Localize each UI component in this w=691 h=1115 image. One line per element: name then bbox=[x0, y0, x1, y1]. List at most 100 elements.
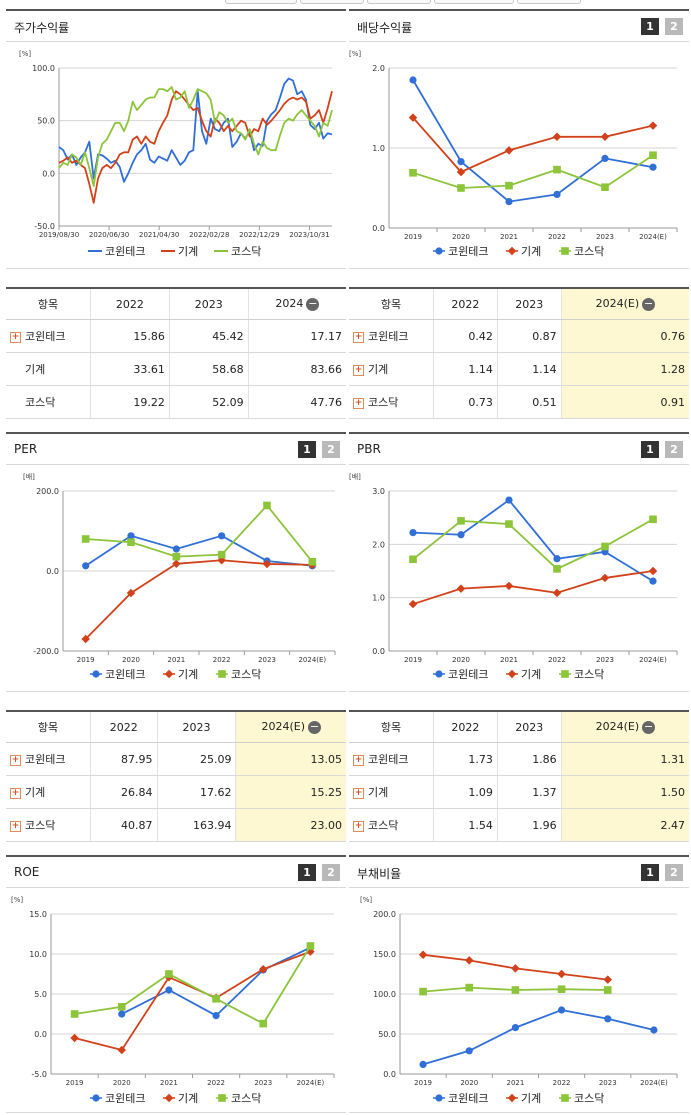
cell: 13.05 bbox=[235, 742, 346, 776]
y-tick-label: 100.0 bbox=[373, 990, 396, 999]
pbr-panel: PBR 1 2 [배] 3.0 2.0 1.0 0.0 2019 2020 2021 2022 2… bbox=[349, 432, 689, 692]
page-2-button[interactable]: 2 bbox=[322, 864, 340, 881]
x-tick-label: 2023 bbox=[596, 233, 614, 241]
collapse-icon[interactable]: − bbox=[307, 719, 321, 734]
page-2-button[interactable]: 2 bbox=[322, 441, 340, 458]
data-point bbox=[263, 501, 271, 510]
y-tick-label: 1.0 bbox=[372, 594, 385, 603]
cell: 1.09 bbox=[433, 775, 498, 809]
x-tick-label: 2020 bbox=[460, 1079, 478, 1087]
series-line bbox=[74, 950, 311, 1052]
expand-icon[interactable]: + bbox=[353, 787, 364, 799]
table-row: + 코윈테크 0.42 0.87 0.76 bbox=[349, 319, 689, 353]
table-row: + 기계 1.09 1.37 1.50 bbox=[349, 775, 689, 809]
page-2-button[interactable]: 2 bbox=[665, 18, 683, 35]
row-label: + 기계 bbox=[6, 775, 91, 809]
legend-label: 코스닥 bbox=[574, 668, 604, 681]
page-1-button[interactable]: 1 bbox=[641, 441, 659, 458]
data-point bbox=[600, 132, 610, 142]
data-point bbox=[603, 986, 612, 994]
page-2-button[interactable]: 2 bbox=[665, 441, 683, 458]
y-tick-label: 0.0 bbox=[372, 224, 385, 233]
panel-header: ROE 1 2 bbox=[6, 857, 346, 888]
data-point bbox=[165, 970, 173, 978]
data-point bbox=[262, 559, 272, 569]
legend-label: 코윈테크 bbox=[105, 244, 145, 258]
col-header: 2022 bbox=[90, 711, 158, 743]
col-header: 2024(E) − bbox=[235, 711, 346, 743]
collapse-icon[interactable]: − bbox=[306, 296, 320, 311]
x-tick-label: 2019 bbox=[77, 656, 95, 664]
page-1-button[interactable]: 1 bbox=[298, 441, 316, 458]
top-tab[interactable] bbox=[517, 0, 581, 4]
series-line bbox=[412, 570, 654, 605]
expand-icon[interactable]: + bbox=[353, 754, 364, 766]
x-tick-label: 2022 bbox=[207, 1079, 225, 1087]
page-2-button[interactable]: 2 bbox=[665, 864, 683, 881]
y-tick-label: 15.0 bbox=[29, 910, 47, 919]
expand-icon[interactable]: + bbox=[353, 364, 364, 376]
data-point bbox=[604, 1015, 612, 1023]
row-name: 코스닥 bbox=[368, 396, 399, 409]
expand-icon[interactable]: + bbox=[353, 820, 364, 832]
row-name: 기계 bbox=[368, 363, 389, 376]
data-point bbox=[603, 975, 612, 984]
y-tick-label: 0.0 bbox=[372, 647, 385, 656]
top-tab[interactable] bbox=[367, 0, 431, 4]
top-strip bbox=[0, 0, 691, 6]
page-1-button[interactable]: 1 bbox=[641, 864, 659, 881]
top-tab[interactable] bbox=[434, 0, 514, 4]
collapse-icon[interactable]: − bbox=[642, 296, 656, 311]
chart-area: [배] 200.0 0.0 -200.0 2019 2020 2021 2022 2023 202… bbox=[6, 465, 346, 692]
table-row: 코스닥 19.22 52.09 47.76 bbox=[6, 385, 346, 419]
table-row: + 기계 1.14 1.14 1.28 bbox=[349, 352, 689, 386]
x-tick-label: 2023/10/31 bbox=[289, 231, 329, 239]
data-point bbox=[465, 1047, 473, 1055]
legend-label: 코윈테크 bbox=[448, 667, 488, 681]
data-point bbox=[553, 165, 561, 174]
expand-icon[interactable]: + bbox=[353, 397, 364, 409]
cell: 1.31 bbox=[560, 742, 689, 776]
data-point bbox=[117, 1003, 126, 1011]
expand-icon[interactable]: + bbox=[10, 787, 21, 799]
cell: 0.42 bbox=[433, 319, 498, 353]
legend-label: 코윈테크 bbox=[448, 1091, 488, 1105]
expand-icon[interactable]: + bbox=[10, 754, 21, 766]
data-point bbox=[212, 995, 220, 1003]
top-tab[interactable] bbox=[225, 0, 297, 4]
x-tick-label: 2020/06/30 bbox=[89, 231, 129, 239]
col-header-label: 2024(E) bbox=[261, 720, 305, 734]
top-tab[interactable] bbox=[300, 0, 364, 4]
unit-label: [%] bbox=[360, 896, 372, 904]
series-line bbox=[58, 86, 333, 187]
y-tick-label: 10.0 bbox=[29, 950, 47, 959]
data-point bbox=[435, 670, 443, 678]
data-point bbox=[259, 1019, 268, 1028]
row-label: 코스닥 bbox=[6, 385, 91, 419]
x-tick-label: 2022 bbox=[548, 233, 566, 241]
page-1-button[interactable]: 1 bbox=[641, 18, 659, 35]
page-1-button[interactable]: 1 bbox=[298, 864, 316, 881]
data-point bbox=[409, 555, 417, 564]
row-label: + 기계 bbox=[349, 352, 434, 386]
x-tick-label: 2023 bbox=[599, 1079, 617, 1087]
data-point bbox=[561, 247, 569, 255]
expand-icon[interactable]: + bbox=[10, 331, 21, 343]
row-name: 코스닥 bbox=[25, 396, 56, 409]
pbr-table: 항목 2022 2023 2024(E) − + 코윈테크 1.73 1.86 1.… bbox=[349, 710, 689, 842]
expand-icon[interactable]: + bbox=[10, 820, 21, 832]
panel-title: PER bbox=[14, 442, 38, 456]
data-point bbox=[505, 496, 513, 504]
col-header: 2024(E) − bbox=[560, 711, 689, 743]
panel-header: 부채비율 1 2 bbox=[349, 857, 689, 888]
cell: 1.14 bbox=[496, 352, 562, 386]
x-tick-label: 2022 bbox=[553, 1079, 571, 1087]
expand-icon[interactable]: + bbox=[353, 331, 364, 343]
cell: 83.66 bbox=[247, 352, 346, 386]
series-line bbox=[58, 90, 333, 204]
collapse-icon[interactable]: − bbox=[642, 719, 656, 734]
legend-label: 코스닥 bbox=[231, 668, 261, 681]
data-point bbox=[70, 1033, 79, 1043]
data-point bbox=[127, 532, 135, 540]
